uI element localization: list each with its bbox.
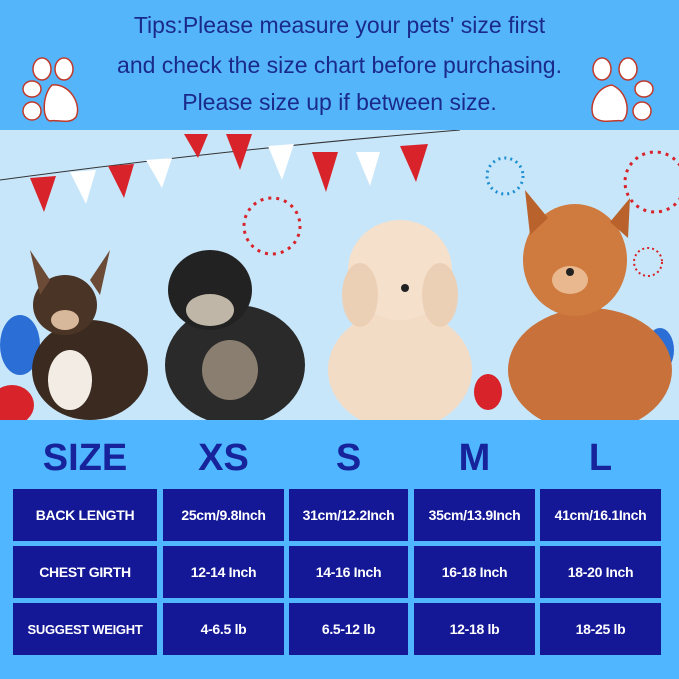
table-cell: 6.5-12 lb: [289, 603, 408, 655]
tip-line-1: Tips:Please measure your pets' size firs…: [133, 12, 546, 38]
pomeranian: [508, 190, 672, 420]
dogs-photo: [0, 130, 679, 420]
row-label-suggest-weight: SUGGEST WEIGHT: [13, 603, 157, 655]
row-label-back-length: BACK LENGTH: [13, 489, 157, 541]
table-cell: 16-18 Inch: [414, 546, 535, 598]
poodle: [328, 220, 472, 420]
size-m-header: M: [458, 437, 491, 479]
table-cell: 14-16 Inch: [289, 546, 408, 598]
table-cell: 4-6.5 lb: [163, 603, 284, 655]
table-cell: 35cm/13.9Inch: [414, 489, 535, 541]
bunting-flags: [30, 134, 428, 212]
table-cell: 41cm/16.1Inch: [540, 489, 661, 541]
table-cell: 18-25 lb: [540, 603, 661, 655]
table-cell: 12-14 Inch: [163, 546, 284, 598]
size-s-header: S: [335, 437, 362, 479]
size-l-header: L: [588, 437, 613, 479]
table-cell: 25cm/9.8Inch: [163, 489, 284, 541]
tip-line-2: and check the size chart before purchasi…: [117, 52, 562, 78]
table-cell: 12-18 lb: [414, 603, 535, 655]
tips-banner: Tips:Please measure your pets' size firs…: [0, 0, 679, 130]
size-header: SIZE: [42, 437, 128, 479]
schnauzer: [165, 250, 305, 420]
paw-print-icon: [22, 57, 79, 123]
tip-line-3: Please size up if between size.: [182, 89, 497, 115]
size-xs-header: XS: [198, 437, 249, 479]
chihuahua: [30, 250, 148, 420]
table-cell: 31cm/12.2Inch: [289, 489, 408, 541]
row-label-chest-girth: CHEST GIRTH: [13, 546, 157, 598]
paw-print-icon: [591, 57, 654, 123]
table-cell: 18-20 Inch: [540, 546, 661, 598]
